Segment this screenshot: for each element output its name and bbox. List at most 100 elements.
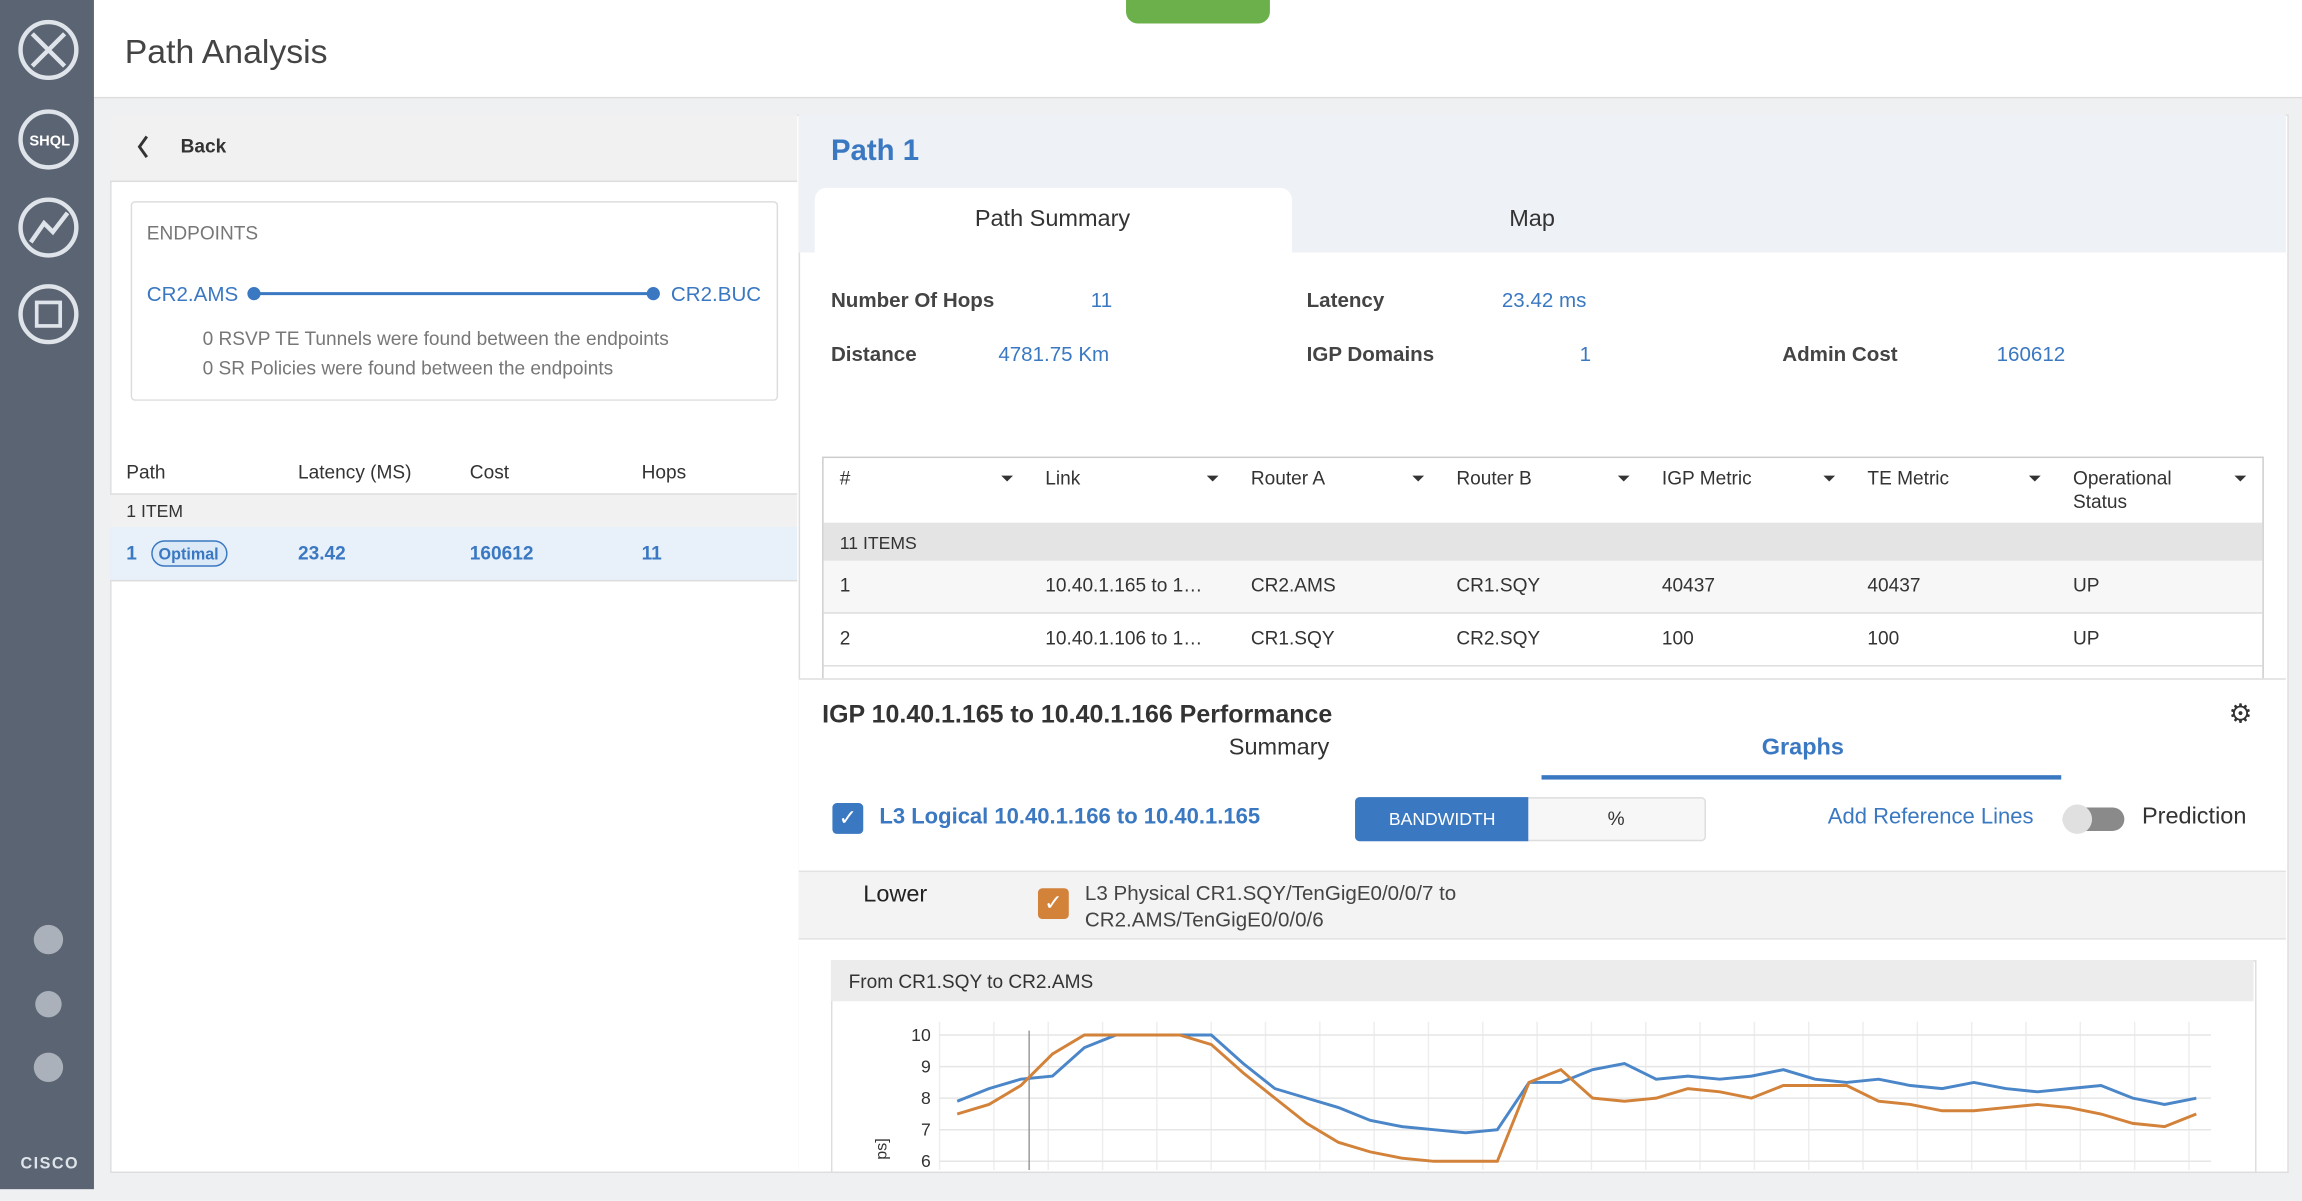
sort-icon[interactable] bbox=[2028, 475, 2041, 482]
sort-icon[interactable] bbox=[2234, 475, 2247, 482]
label: Latency bbox=[1306, 287, 1385, 312]
notes: 0 RSVP TE Tunnels were found between the… bbox=[202, 327, 669, 350]
count: 1 ITEM bbox=[126, 500, 184, 522]
y-tick-label: 9 bbox=[921, 1056, 931, 1076]
rows: UP bbox=[2072, 574, 2100, 597]
sort-icon[interactable] bbox=[1617, 475, 1630, 482]
switch-knob bbox=[2062, 804, 2093, 834]
rows: 10.40.1.165 to 1… bbox=[1045, 574, 1203, 597]
back-icon[interactable] bbox=[137, 135, 149, 158]
rows: CR1.SQY bbox=[1250, 626, 1335, 649]
label: IGP Domains bbox=[1306, 342, 1435, 366]
icon bbox=[34, 300, 63, 328]
rows: 100 bbox=[1661, 626, 1694, 649]
title: From CR1.SQY to CR2.AMS bbox=[848, 970, 1094, 993]
y-tick-label: 7 bbox=[921, 1120, 931, 1140]
sort-icon[interactable] bbox=[1823, 475, 1836, 482]
sort-icon[interactable] bbox=[1412, 475, 1425, 482]
row[interactable] bbox=[823, 560, 2263, 614]
columns: IGP Metric bbox=[1661, 466, 1752, 489]
y-axis-label: ps] bbox=[873, 1138, 891, 1160]
label: Admin Cost bbox=[1782, 342, 1898, 366]
icon bbox=[29, 211, 70, 244]
columns: # bbox=[839, 466, 851, 489]
y-tick-label: 6 bbox=[921, 1151, 931, 1170]
notes: 0 SR Policies were found between the end… bbox=[202, 356, 614, 379]
label: Distance bbox=[830, 342, 917, 366]
series-line bbox=[956, 1033, 2197, 1163]
rows: 160612 bbox=[469, 541, 534, 564]
rows: CR2.SQY bbox=[1456, 626, 1541, 649]
sort-icons[interactable] bbox=[1001, 475, 2247, 482]
rows: UP bbox=[2072, 626, 2100, 649]
label: Number Of Hops bbox=[830, 287, 995, 312]
value: 1 bbox=[1579, 342, 1592, 366]
columns: Latency (MS) bbox=[298, 460, 412, 484]
nav-icons[interactable] bbox=[18, 19, 79, 345]
lower-item: L3 Physical CR1.SQY/TenGigE0/0/0/7 to CR… bbox=[1084, 880, 1457, 931]
target: CR2.BUC bbox=[670, 281, 762, 306]
links-table bbox=[822, 456, 2264, 682]
columns: Operational Status bbox=[2072, 466, 2172, 513]
checkbox[interactable]: ✓ bbox=[1037, 888, 1069, 920]
tabs[interactable]: Path Summary bbox=[974, 207, 1131, 232]
tab-active[interactable] bbox=[814, 187, 1292, 253]
rows: 11 bbox=[641, 541, 662, 564]
chart-header bbox=[830, 960, 2254, 1002]
columns: Router B bbox=[1456, 466, 1532, 489]
chart: 6 7 8 9 10 ps] bbox=[873, 1021, 2211, 1171]
y-tick-label: 10 bbox=[911, 1025, 931, 1045]
columns: TE Metric bbox=[1867, 466, 1950, 489]
value: 11 bbox=[1090, 287, 1113, 312]
value: 160612 bbox=[1996, 342, 2066, 366]
icon-label: SHQL bbox=[29, 133, 71, 150]
endpoint-dot bbox=[247, 287, 261, 301]
unit-active[interactable] bbox=[1355, 797, 1529, 842]
title: ENDPOINTS bbox=[146, 221, 259, 244]
columns: Path bbox=[126, 460, 166, 484]
count: 11 ITEMS bbox=[839, 532, 917, 554]
count-bar bbox=[110, 493, 798, 529]
bottom-icons[interactable] bbox=[33, 924, 64, 1082]
back-bar[interactable] bbox=[110, 114, 798, 183]
back[interactable]: Back bbox=[180, 135, 227, 158]
badge bbox=[151, 540, 228, 567]
rows: 40437 bbox=[1867, 574, 1921, 597]
rows: 23.42 bbox=[298, 541, 346, 564]
add-reference[interactable]: Add Reference Lines bbox=[1827, 804, 2034, 830]
sort-icon[interactable] bbox=[1206, 475, 1219, 482]
value: 4781.75 Km bbox=[998, 342, 1110, 366]
row[interactable] bbox=[823, 614, 2263, 667]
checkbox[interactable]: ✓ bbox=[832, 803, 864, 834]
endpoints-box bbox=[130, 201, 779, 401]
icon bbox=[30, 32, 67, 68]
title: Path 1 bbox=[830, 135, 920, 168]
rows: 1 bbox=[839, 574, 851, 597]
settings-icon[interactable]: ⚙ bbox=[2228, 698, 2253, 729]
units[interactable]: % bbox=[1607, 807, 1625, 830]
tabs[interactable]: Graphs bbox=[1761, 735, 1844, 761]
units[interactable]: BANDWIDTH bbox=[1388, 808, 1496, 830]
rows: 2 bbox=[839, 626, 851, 649]
rows: 100 bbox=[1867, 626, 1900, 649]
prediction: Prediction bbox=[2141, 804, 2247, 830]
title: IGP 10.40.1.165 to 10.40.1.166 Performan… bbox=[822, 700, 1333, 729]
endpoint-dot bbox=[646, 287, 660, 301]
rows: 1 bbox=[126, 541, 137, 564]
columns: Link bbox=[1045, 466, 1081, 489]
brand: CISCO bbox=[20, 1155, 80, 1174]
tabs[interactable]: Map bbox=[1509, 207, 1555, 232]
rows: 40437 bbox=[1661, 574, 1715, 597]
columns: Router A bbox=[1250, 466, 1326, 489]
tabs[interactable]: Summary bbox=[1228, 735, 1330, 761]
title: Path Analysis bbox=[124, 32, 328, 71]
count-bar bbox=[823, 522, 2263, 561]
metric: L3 Logical 10.40.1.166 to 10.40.1.165 bbox=[879, 804, 1261, 830]
sort-icon[interactable] bbox=[1001, 475, 1013, 482]
rows: CR1.SQY bbox=[1456, 574, 1541, 597]
rows: Optimal bbox=[158, 546, 219, 564]
status-pill bbox=[1126, 0, 1270, 24]
